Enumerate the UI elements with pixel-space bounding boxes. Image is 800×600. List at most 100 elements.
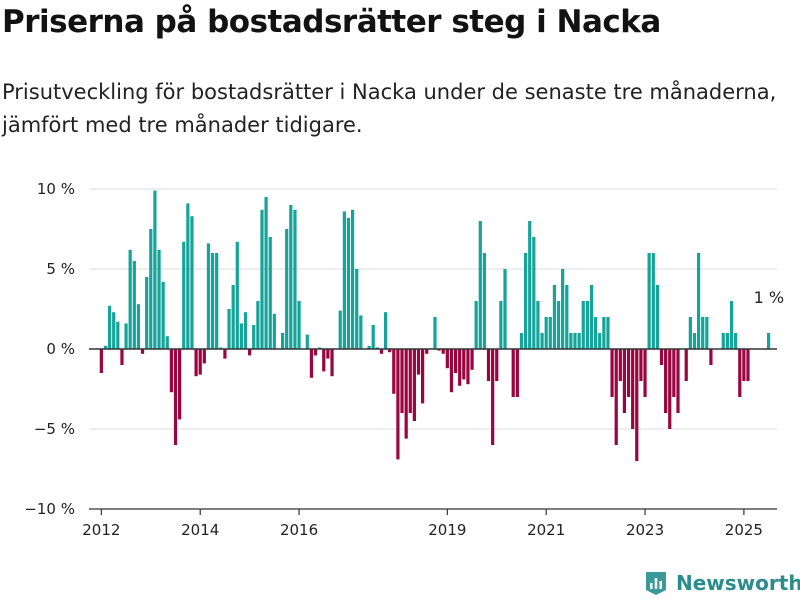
bar [322, 349, 326, 372]
bar [379, 349, 384, 354]
bar [235, 241, 239, 349]
bar [157, 249, 161, 349]
bar [367, 345, 371, 349]
bar [280, 333, 285, 349]
bar [672, 349, 676, 397]
bar [466, 349, 470, 385]
bar [437, 349, 441, 351]
bar [610, 349, 614, 397]
bar [416, 349, 421, 375]
bar-chart-logo-icon [646, 572, 666, 595]
bar [289, 205, 293, 349]
bar [499, 301, 503, 349]
bar [639, 349, 643, 381]
bar [470, 349, 474, 370]
bar [388, 349, 392, 353]
page-subtitle: Prisutveckling för bostadsrätter i Nacka… [2, 80, 777, 137]
bar [647, 253, 651, 349]
bar [491, 349, 495, 445]
bar [433, 317, 437, 349]
bar [342, 211, 346, 349]
bar [614, 349, 618, 445]
bar [124, 323, 128, 349]
bar [108, 305, 112, 349]
bar [462, 349, 466, 380]
bar [688, 317, 692, 349]
bar [194, 349, 198, 377]
x-tick-label: 2012 [82, 521, 120, 539]
bar [742, 349, 746, 381]
bar [445, 349, 449, 369]
y-tick-label: 10 % [37, 180, 75, 198]
bar [182, 241, 186, 349]
bar [651, 253, 655, 349]
bar [474, 301, 478, 349]
bar [412, 349, 416, 421]
bar [622, 349, 627, 413]
bar [729, 301, 734, 349]
bar [664, 349, 668, 413]
bar [709, 349, 713, 365]
bar [243, 312, 248, 349]
bar-chart: 10 % 5 % 0 % −5 % −10 % 2012 2014 2016 2019 2021 2… [24, 180, 784, 539]
bar [223, 349, 227, 359]
bar [136, 304, 141, 349]
bar [421, 349, 425, 404]
bar [453, 349, 458, 373]
bar [404, 349, 408, 439]
x-tick-label: 2016 [280, 521, 318, 539]
bar [260, 209, 264, 349]
bar [635, 349, 639, 461]
bar [112, 312, 116, 349]
bar [173, 349, 178, 445]
bar [746, 349, 750, 381]
bar [371, 325, 375, 349]
bar [565, 285, 569, 349]
bar [441, 349, 445, 354]
x-tick-label: 2021 [527, 521, 565, 539]
bar [511, 349, 515, 397]
bar [355, 269, 359, 349]
brand: Newsworthy [644, 570, 800, 596]
bar [734, 333, 738, 349]
bar [482, 253, 487, 349]
bar [396, 349, 400, 460]
bar [676, 349, 680, 413]
bar [626, 349, 631, 397]
bar [375, 347, 379, 349]
x-tick-label: 2023 [626, 521, 664, 539]
bar [659, 349, 664, 365]
x-tick-label: 2014 [181, 521, 219, 539]
x-tick-label: 2025 [725, 521, 763, 539]
bar [503, 269, 507, 349]
bar [701, 317, 705, 349]
bar [186, 203, 190, 349]
bar [523, 253, 528, 349]
y-tick-label: 5 % [46, 260, 75, 278]
bar [721, 333, 725, 349]
bar [458, 349, 462, 386]
bar [478, 221, 482, 349]
latest-value-annotation: 1 % [754, 288, 784, 307]
bar [350, 209, 355, 349]
bar [330, 349, 334, 377]
bar [272, 313, 276, 349]
bar [684, 349, 688, 381]
bar [239, 323, 243, 349]
bar [177, 349, 182, 420]
bar [589, 285, 594, 349]
bar [227, 309, 231, 349]
bar [392, 349, 396, 394]
bar [165, 336, 169, 349]
bar [606, 317, 610, 349]
bar [256, 301, 260, 349]
bar [692, 333, 697, 349]
bar [725, 333, 730, 349]
bar [425, 349, 429, 354]
bar [210, 253, 215, 349]
bar [219, 347, 223, 349]
bar [643, 349, 647, 397]
y-tick-label: 0 % [46, 340, 75, 358]
axis-layer: 10 % 5 % 0 % −5 % −10 % 2012 2014 2016 2019 2021 2… [24, 180, 784, 539]
bar [338, 310, 342, 349]
